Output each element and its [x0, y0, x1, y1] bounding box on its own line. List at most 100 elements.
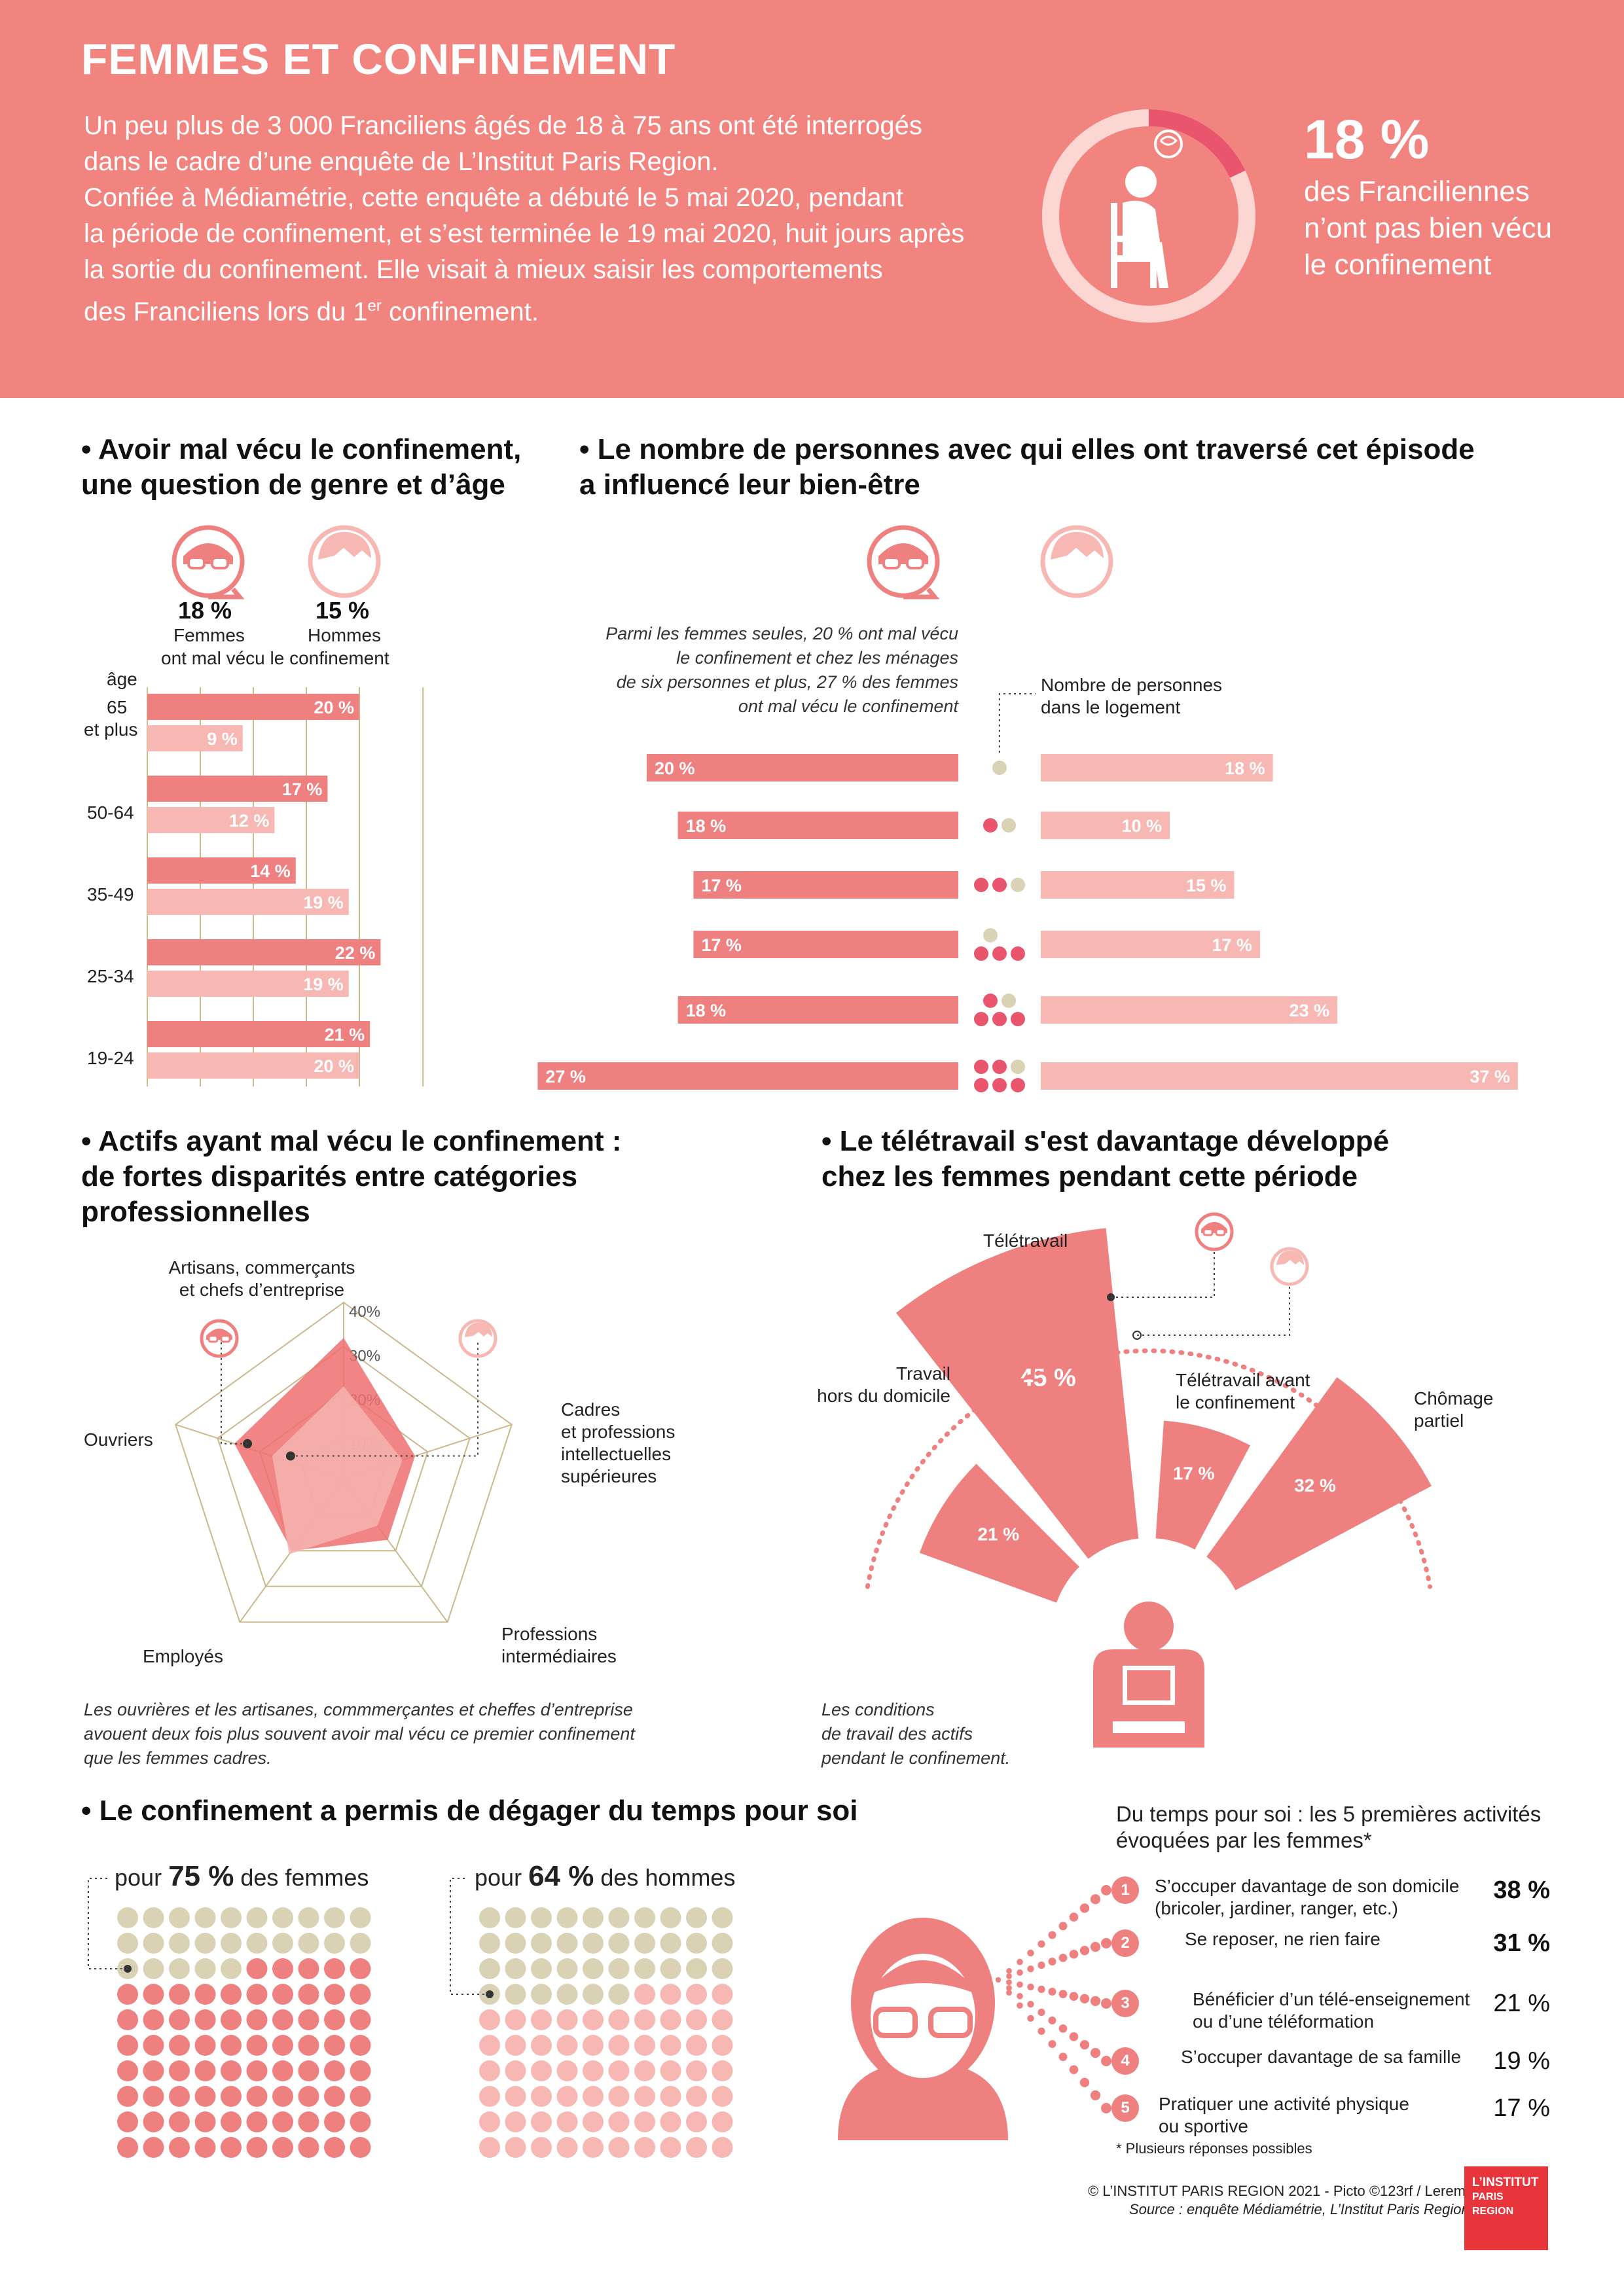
women-bar: [677, 996, 958, 1024]
women-dot: [246, 2086, 268, 2107]
women-dot: [194, 2111, 216, 2132]
women-dot: [221, 2111, 242, 2132]
note-line: avouent deux fois plus souvent avoir mal…: [84, 1724, 635, 1744]
person-dot: [992, 878, 1007, 892]
category-line: 65: [107, 697, 128, 717]
note-line: pendant le confinement.: [821, 1748, 1011, 1768]
men-bar-label: 18 %: [1225, 759, 1265, 778]
ray-dot: [1090, 2090, 1101, 2100]
men-dot: [531, 2009, 552, 2030]
label-post: des femmes: [234, 1864, 369, 1891]
men-dot: [608, 2060, 630, 2081]
s5-footnote: * Plusieurs réponses possibles: [1116, 2140, 1312, 2157]
men-dot: [583, 2137, 604, 2158]
icon-part: [1124, 1602, 1174, 1651]
men-bar: [147, 971, 349, 997]
category-line: 25-34: [87, 966, 134, 986]
men-bar-label: 20 %: [314, 1056, 354, 1076]
ray-dot: [1038, 2009, 1045, 2017]
women-leader: [88, 1878, 128, 1969]
s1-women-pct: 18 %: [178, 597, 232, 624]
note-line: Les ouvrières et les artisanes, commmerç…: [84, 1700, 633, 1719]
men-dot: [634, 2009, 655, 2030]
s1-men-label: Hommes: [308, 625, 382, 645]
intro-line-end: confinement.: [381, 297, 539, 327]
women-dot: [246, 2111, 268, 2132]
men-dot: [712, 2137, 733, 2158]
s4-radial-chart: 21 %45 %17 %32 %: [865, 1212, 1433, 1748]
cat-line: Travail: [896, 1363, 950, 1384]
note-line: le confinement et chez les ménages: [676, 648, 958, 668]
ray-dot: [1101, 1885, 1111, 1895]
s1-women-label: Femmes: [173, 625, 245, 645]
men-dot: [531, 1933, 552, 1954]
activity-text-line: Pratiquer une activité physique: [1159, 2094, 1409, 2114]
men-dot: [479, 1933, 500, 1954]
activity-number-badge: 4: [1111, 2047, 1139, 2075]
person-dot: [974, 1012, 988, 1026]
ray-dot: [1101, 1998, 1111, 2009]
note-line: de travail des actifs: [821, 1724, 973, 1744]
cat-line: Chômage: [1414, 1388, 1494, 1408]
s5-dotted-rays: [996, 1885, 1111, 2113]
men-dot: [531, 1984, 552, 2005]
person-dot: [1011, 1078, 1025, 1092]
ray-dot: [1079, 1903, 1090, 1913]
women-dot: [298, 1984, 319, 2005]
women-dot: [194, 2137, 216, 2158]
footer-source: Source : enquête Médiamétrie, L’Institut…: [1129, 2201, 1470, 2217]
men-bar: [147, 807, 275, 833]
women-bar-label: 22 %: [335, 943, 376, 963]
women-dot: [117, 1933, 138, 1954]
women-dot: [272, 2035, 293, 2056]
women-dot: [324, 2035, 345, 2056]
women-leader: [1111, 1250, 1215, 1298]
men-dot: [660, 2137, 681, 2158]
s1-subtitle: ont mal vécu le confinement: [161, 648, 389, 668]
woman-bust-icon: [838, 1918, 1008, 2140]
s1-category-label: 50-64: [87, 802, 134, 824]
women-dot: [350, 2060, 371, 2081]
women-dot: [117, 1907, 138, 1928]
logo-line: REGION: [1472, 2206, 1514, 2217]
woman-laptop-icon: [1093, 1602, 1204, 1748]
s2-legend: Nombre de personnes dans le logement: [1041, 674, 1222, 719]
men-dot: [583, 2035, 604, 2056]
men-dot: [634, 1958, 655, 1979]
person-dot: [992, 761, 1007, 775]
person-dot: [992, 1078, 1007, 1092]
s1-category-label: 25-34: [87, 965, 134, 988]
men-dot: [479, 1958, 500, 1979]
men-dot: [608, 1933, 630, 1954]
women-dot: [221, 1907, 242, 1928]
men-dot: [479, 2137, 500, 2158]
women-bar-label: 14 %: [250, 861, 291, 881]
men-dot: [712, 2035, 733, 2056]
label-post: des hommes: [594, 1864, 736, 1891]
men-bar: [1041, 931, 1260, 958]
women-dot: [194, 1958, 216, 1979]
women-dot: [169, 1984, 190, 2005]
person-dot: [983, 928, 998, 942]
person-dot: [1011, 878, 1025, 892]
women-dot: [143, 2035, 164, 2056]
category-line: 35-49: [87, 884, 134, 905]
women-dot: [221, 1933, 242, 1954]
activity-text-line: ou sportive: [1159, 2116, 1248, 2136]
icon-part: [458, 1319, 497, 1358]
s1-bar-chart: 20 % 9 % 17 % 12 % 14 % 19 % 22 % 19 % 21 % 20 %: [147, 687, 424, 1086]
footer-credit: © L’INSTITUT PARIS REGION 2021 - Picto ©…: [1088, 2183, 1473, 2199]
person-dot: [992, 1060, 1007, 1074]
men-dot: [531, 2035, 552, 2056]
axis-line: Professions: [501, 1624, 598, 1644]
legend-line: dans le logement: [1041, 697, 1181, 717]
title-line: a influencé leur bien-être: [579, 469, 920, 501]
ray-dot: [1017, 1993, 1023, 2000]
donut-arc: [1148, 109, 1246, 178]
legend-line: Nombre de personnes: [1041, 675, 1223, 695]
s3-radar-chart: 10%20%30%40%: [175, 1301, 513, 1623]
caption-line: n’ont pas bien vécu: [1304, 212, 1553, 244]
women-dot: [324, 2009, 345, 2030]
women-dot: [298, 1933, 319, 1954]
men-dot: [531, 2111, 552, 2132]
